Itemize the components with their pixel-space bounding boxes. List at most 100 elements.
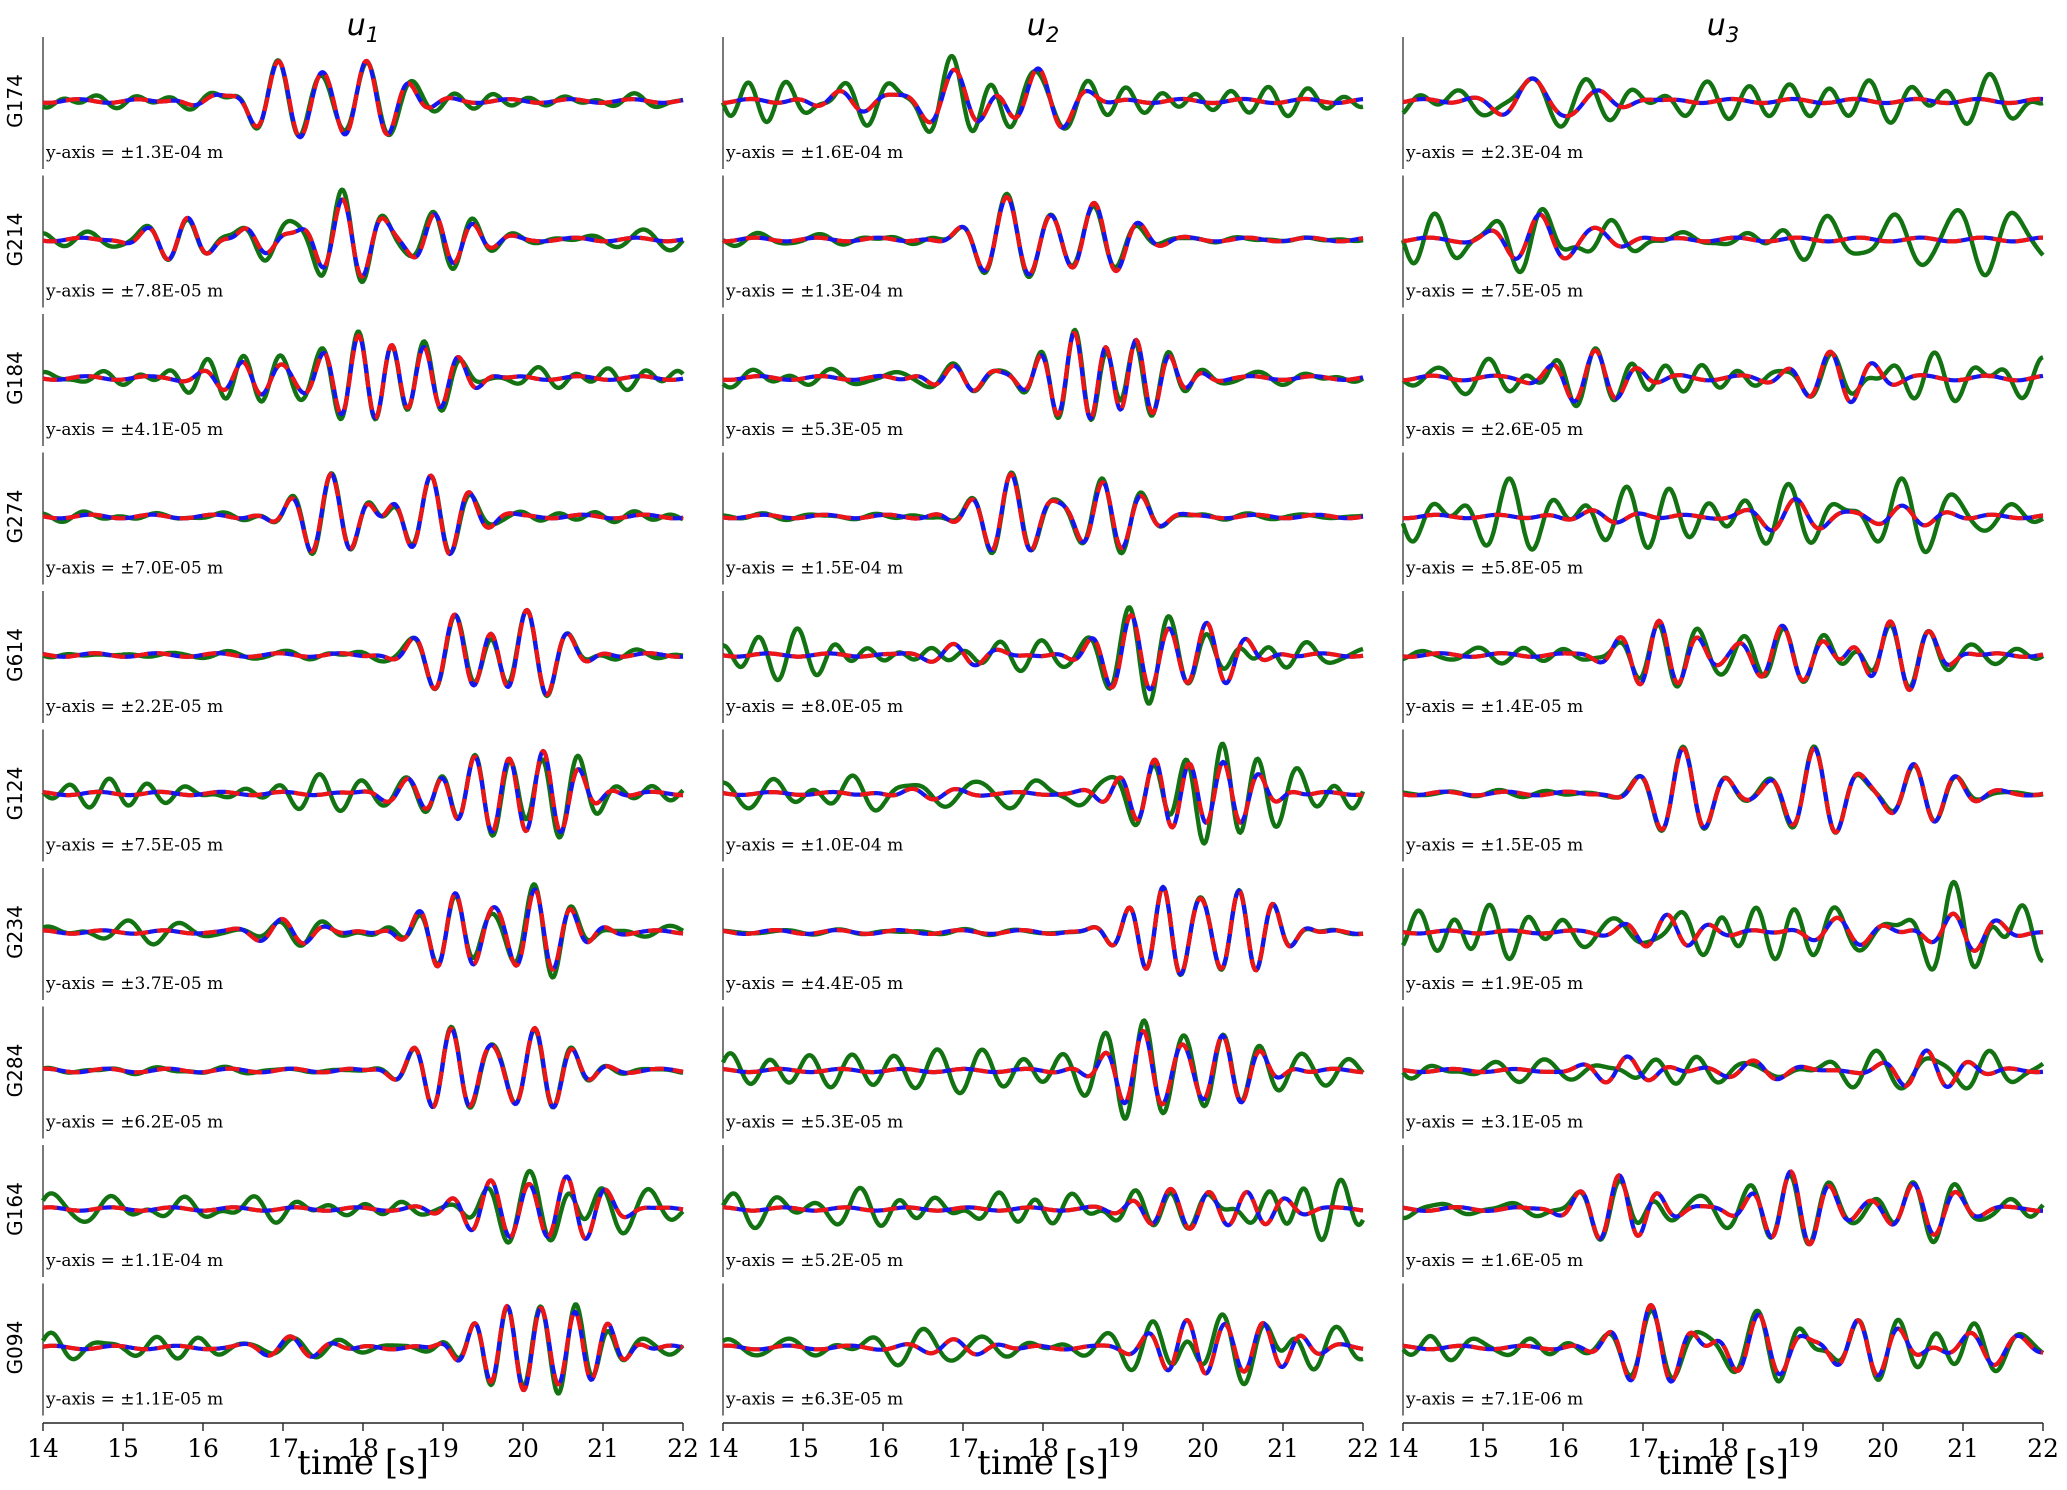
scale-label: y-axis = ±7.0E-05 m	[45, 559, 223, 579]
x-axis-label-u1: time [s]	[297, 1443, 429, 1483]
x-tick-label: 22	[2027, 1434, 2059, 1463]
panel-G614-u1: y-axis = ±2.2E-05 m	[42, 591, 684, 723]
x-tick-label: 22	[667, 1434, 699, 1463]
x-tick-label: 21	[1267, 1434, 1299, 1463]
predicted-trace-dashed	[42, 197, 684, 279]
predicted-trace	[42, 1025, 684, 1110]
observed-trace	[722, 605, 1364, 706]
panel-G614-u2: y-axis = ±8.0E-05 m	[722, 591, 1364, 723]
scale-label: y-axis = ±1.3E-04 m	[45, 143, 223, 163]
panel-G614-u3: y-axis = ±1.4E-05 m	[1402, 591, 2045, 723]
x-tick-label: 20	[507, 1434, 539, 1463]
x-axis-u3: 14 15 16 17 18 19 20 21 22	[1387, 1422, 2059, 1463]
panel-G174-u2: y-axis = ±1.6E-04 m	[720, 37, 1364, 169]
panel-G234-u2: y-axis = ±4.4E-05 m	[722, 868, 1364, 1000]
x-tick-label: 15	[1467, 1434, 1499, 1463]
scale-label: y-axis = ±1.4E-05 m	[1405, 697, 1583, 717]
observed-trace	[41, 752, 685, 840]
scale-label: y-axis = ±8.0E-05 m	[725, 697, 903, 717]
scale-label: y-axis = ±7.8E-05 m	[45, 282, 223, 302]
panel-G234-u1: y-axis = ±3.7E-05 m	[42, 868, 685, 1000]
observed-trace	[721, 327, 1365, 422]
predicted-trace-dashed	[42, 333, 684, 420]
predicted-trace-dashed	[722, 612, 1364, 692]
column-title-u2: u2	[1027, 8, 1059, 47]
scale-label: y-axis = ±1.1E-05 m	[45, 1390, 223, 1410]
scale-label: y-axis = ±4.4E-05 m	[725, 974, 903, 994]
x-tick-label: 19	[1107, 1434, 1139, 1463]
predicted-trace	[1402, 1302, 2044, 1384]
x-axis-label-u3: time [s]	[1657, 1443, 1789, 1483]
predicted-trace	[1402, 911, 2044, 953]
observed-trace	[1401, 1308, 2045, 1384]
panel-G174-u3: y-axis = ±2.3E-04 m	[1401, 37, 2044, 169]
predicted-trace-dashed	[722, 471, 1364, 553]
scale-label: y-axis = ±2.6E-05 m	[1405, 420, 1583, 440]
scale-label: y-axis = ±1.5E-05 m	[1405, 836, 1583, 856]
x-tick-label: 22	[1347, 1434, 1379, 1463]
scale-label: y-axis = ±6.3E-05 m	[725, 1390, 903, 1410]
panel-G184-u3: y-axis = ±2.6E-05 m	[1401, 314, 2044, 446]
panel-G124-u1: y-axis = ±7.5E-05 m	[41, 729, 685, 862]
predicted-trace-dashed	[42, 607, 684, 697]
x-tick-label: 16	[1547, 1434, 1579, 1463]
panel-G094-u2: y-axis = ±6.3E-05 m	[721, 1283, 1364, 1416]
predicted-trace-dashed	[722, 1186, 1364, 1231]
predicted-trace-dashed	[1402, 746, 2044, 835]
predicted-trace	[722, 1317, 1364, 1376]
predicted-trace-dashed	[42, 1303, 684, 1393]
x-tick-label: 18	[1707, 1434, 1739, 1463]
observed-trace	[1402, 622, 2045, 690]
panel-G274-u1: y-axis = ±7.0E-05 m	[42, 452, 684, 585]
station-label: G284	[3, 1044, 27, 1098]
station-label: G184	[3, 351, 27, 405]
x-tick-label: 19	[427, 1434, 459, 1463]
station-label: G094	[3, 1321, 27, 1375]
observed-trace	[42, 608, 684, 699]
observed-trace	[1401, 879, 2044, 972]
x-tick-label: 14	[1387, 1434, 1419, 1463]
predicted-trace-dashed	[1402, 496, 2044, 533]
panel-G124-u2: y-axis = ±1.0E-04 m	[722, 729, 1366, 862]
predicted-trace-dashed	[1402, 212, 2044, 261]
predicted-trace-dashed	[1402, 76, 2044, 119]
observed-trace	[42, 1024, 684, 1110]
predicted-trace	[1402, 1048, 2044, 1089]
station-label: G174	[3, 74, 27, 128]
predicted-trace-dashed	[722, 66, 1364, 130]
x-tick-label: 16	[187, 1434, 219, 1463]
scale-label: y-axis = ±1.1E-04 m	[45, 1251, 223, 1271]
x-tick-label: 17	[947, 1434, 979, 1463]
panel-G124-u3: y-axis = ±1.5E-05 m	[1402, 729, 2044, 862]
panel-G214-u3: y-axis = ±7.5E-05 m	[1400, 175, 2045, 308]
panel-G284-u2: y-axis = ±5.3E-05 m	[720, 1006, 1365, 1139]
panel-grid: G174 y-axis = ±1.3E-04 m y-axis = ±1.6E-04…	[3, 37, 2045, 1416]
x-axis-u2: 14 15 16 17 18 19 20 21 22	[707, 1422, 1379, 1463]
x-axis-label-u2: time [s]	[977, 1443, 1109, 1483]
scale-label: y-axis = ±2.3E-04 m	[1405, 143, 1583, 163]
scale-label: y-axis = ±1.3E-04 m	[725, 282, 903, 302]
observed-trace	[722, 741, 1366, 846]
x-tick-label: 15	[107, 1434, 139, 1463]
panel-G164-u2: y-axis = ±5.2E-05 m	[721, 1145, 1365, 1277]
scale-label: y-axis = ±2.2E-05 m	[45, 697, 223, 717]
scale-label: y-axis = ±5.3E-05 m	[725, 1113, 903, 1133]
x-tick-label: 20	[1867, 1434, 1899, 1463]
observed-trace	[1401, 346, 2044, 409]
x-tick-label: 20	[1187, 1434, 1219, 1463]
predicted-trace-dashed	[722, 330, 1364, 421]
x-tick-label: 19	[1787, 1434, 1819, 1463]
panel-G274-u2: y-axis = ±1.5E-04 m	[722, 452, 1364, 585]
panel-G214-u1: y-axis = ±7.8E-05 m	[42, 175, 685, 308]
observed-trace	[720, 1018, 1365, 1121]
predicted-trace-dashed	[1402, 618, 2044, 693]
predicted-trace-dashed	[42, 1025, 684, 1110]
scale-label: y-axis = ±1.9E-05 m	[1405, 974, 1583, 994]
panel-G214-u2: y-axis = ±1.3E-04 m	[721, 175, 1364, 308]
x-tick-label: 21	[1947, 1434, 1979, 1463]
predicted-trace-dashed	[42, 748, 684, 835]
scale-label: y-axis = ±7.5E-05 m	[1405, 282, 1583, 302]
panel-G284-u3: y-axis = ±3.1E-05 m	[1401, 1006, 2045, 1139]
predicted-trace	[722, 471, 1364, 553]
panel-G164-u3: y-axis = ±1.6E-05 m	[1402, 1145, 2045, 1277]
